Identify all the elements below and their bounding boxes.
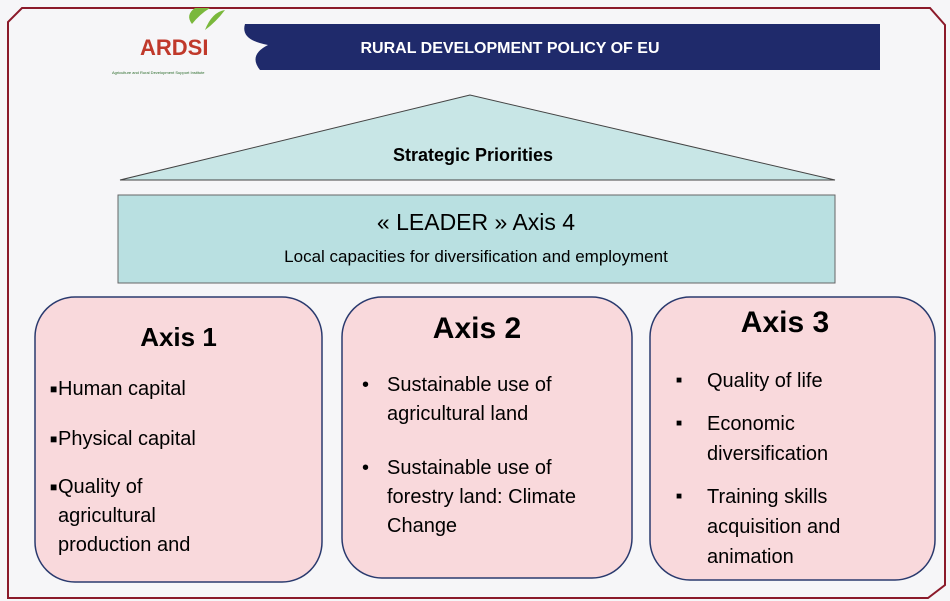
axis-box — [34, 296, 323, 583]
item-text: Quality of agricultural production and — [58, 476, 191, 556]
list-item: ■ Human capital — [50, 378, 186, 400]
logo: ARDSI — [140, 35, 208, 60]
item-list: ■ Human capital ■ Physical capital ■ Qualit… — [50, 375, 250, 560]
header-title: RURAL DEVELOPMENT POLICY OF EU — [361, 40, 660, 57]
axis-title: Axis 1 — [140, 322, 217, 352]
item-text: Sustainable use of agricultural land — [387, 374, 552, 425]
item-text: Quality of life — [707, 370, 823, 392]
logo-tagline: Agriculture and Rural Development Suppor… — [112, 70, 205, 75]
roof — [119, 94, 836, 181]
leader-title: « LEADER » Axis 4 — [377, 209, 575, 235]
item-text: Physical capital — [58, 428, 196, 450]
axis-box — [649, 296, 936, 581]
list-item: ■ Physical capital — [50, 428, 196, 450]
item-text: Training skills acquisition and animatio… — [707, 486, 841, 568]
item-text: Economic diversification — [707, 413, 829, 465]
axis-box — [341, 296, 633, 579]
list-item: ■ Quality of agricultural production and — [50, 476, 191, 556]
list-item: ■ Economic diversification — [676, 413, 829, 465]
item-list: ■ Quality of life ■ Economic diversificati… — [676, 366, 906, 572]
leader-box — [117, 194, 836, 284]
list-item: • Sustainable use of forestry land: Clima… — [362, 457, 576, 537]
item-text: Sustainable use of forestry land: Climat… — [387, 457, 576, 537]
leader-subtitle: Local capacities for diversification and… — [284, 247, 668, 266]
list-item: ■ Training skills acquisition and animati… — [676, 486, 841, 568]
axis-title: Axis 2 — [432, 312, 522, 345]
roof-label: Strategic Priorities — [393, 145, 553, 165]
logo-leaf — [189, 8, 225, 30]
item-list: • Sustainable use of agricultural land • S… — [362, 371, 602, 541]
item-text: Human capital — [58, 378, 186, 400]
list-item: ■ Quality of life — [676, 370, 823, 392]
list-item: • Sustainable use of agricultural land — [362, 374, 552, 425]
axis-title: Axis 3 — [740, 306, 830, 339]
header-bar — [244, 24, 880, 70]
